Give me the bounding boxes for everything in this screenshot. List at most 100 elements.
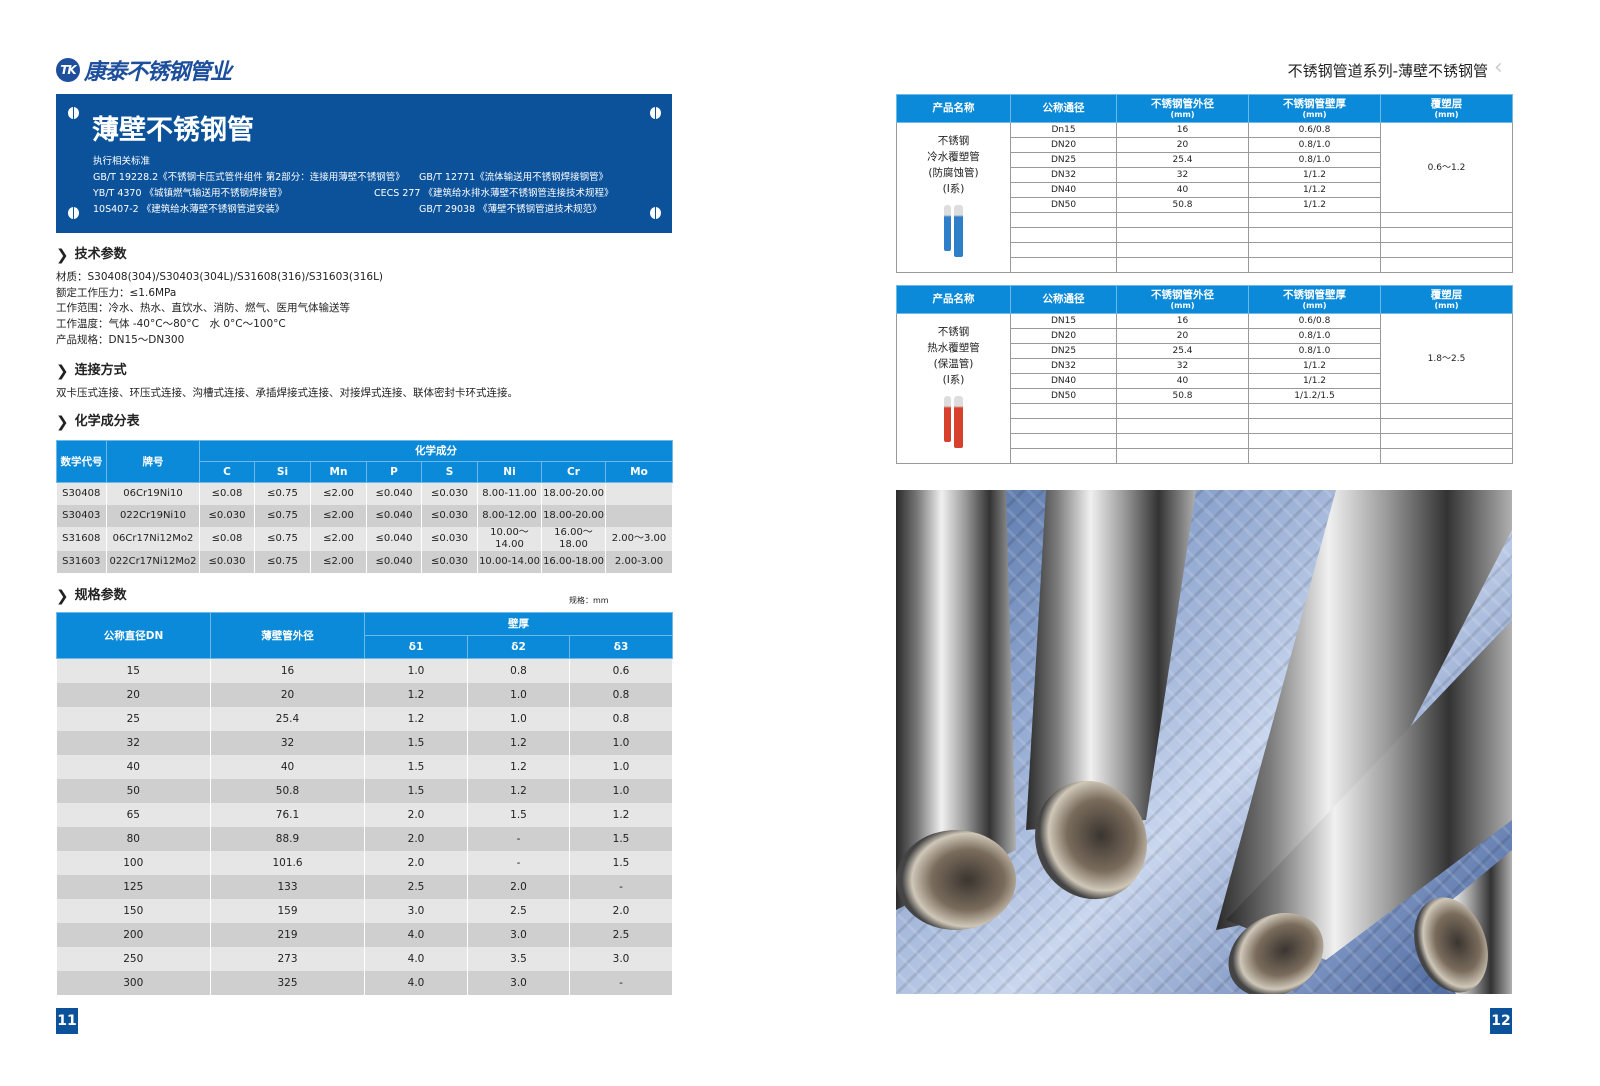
table-cell: - [569, 970, 674, 995]
table-cell: 3.0 [467, 970, 570, 995]
chevron-left-icon: ‹ [1494, 55, 1503, 80]
col-header: 公称通径 [1010, 94, 1117, 123]
standard-item: GB/T 12771《流体输送用不锈钢焊接钢管》 [419, 172, 609, 183]
col-header: 覆塑层 (mm) [1380, 285, 1513, 314]
chevron-right-icon: ❯ [56, 587, 69, 605]
table-row [897, 403, 1513, 419]
col-header: 化学成分 [199, 440, 673, 462]
table-cell: 1.0 [569, 778, 674, 803]
table-cell [1010, 418, 1117, 434]
table-cell: 1/1.2 [1248, 373, 1381, 389]
standard-item: CECS 277 《建筑给水排水薄壁不锈钢管连接技术规程》 [374, 188, 614, 199]
table-row: 150 159 3.0 2.5 2.0 [56, 898, 674, 923]
table-cell: 1.0 [467, 682, 570, 707]
col-header: Cr [541, 461, 606, 483]
table-cell: 133 [210, 874, 365, 899]
table-row: DN25 25.4 0.8/1.0 [897, 343, 1513, 359]
table-cell: 0.6/0.8 [1248, 122, 1381, 138]
table-cell: 0.8/1.0 [1248, 152, 1381, 168]
table-cell: 0.6/0.8 [1248, 313, 1381, 329]
table-cell: 25.4 [1116, 343, 1249, 359]
table-cell: 300 [56, 970, 211, 995]
table-cell: 0.8 [467, 658, 570, 683]
table-cell: 15 [56, 658, 211, 683]
table-cell: 65 [56, 802, 211, 827]
table-cell: DN25 [1010, 343, 1117, 359]
table-cell: 0.8/1.0 [1248, 137, 1381, 153]
table-row: 15 16 1.0 0.8 0.6 [56, 658, 674, 683]
product-name-line: 不锈钢 [937, 135, 970, 147]
table-row: 不锈钢 冷水覆塑管 (防腐蚀管) (I系) Dn15 16 0.6/0.8 0.6～1.2 [896, 122, 1513, 273]
tech-line: 工作温度：气体 -40°C～80°C 水 0°C～100°C [56, 318, 286, 331]
table-cell: 0.8/1.0 [1248, 328, 1381, 344]
table-cell [1248, 227, 1381, 243]
table-cell: ≤0.75 [254, 504, 311, 527]
spec-table: 公称直径DN 薄壁管外径 壁厚 δ1 δ2 δ3 15 16 1.0 0.8 0.6 20 20 1.… [56, 612, 674, 995]
table-cell [1248, 242, 1381, 258]
chevron-right-icon: ❯ [56, 362, 69, 380]
table-row: DN40 40 1/1.2 [897, 373, 1513, 389]
table-row: S31608 06Cr17Ni12Mo2 ≤0.08 ≤0.75 ≤2.00 ≤0.040… [56, 526, 673, 551]
table-cell: 1/1.2 [1248, 197, 1381, 213]
title-banner: 薄壁不锈钢管 执行相关标准 GB/T 19228.2《不锈钢卡压式管件组件 第2… [56, 94, 672, 233]
brand-logo: TK 康泰不锈钢管业 [56, 54, 232, 86]
hot-water-pipe-table: 产品名称 公称通径 不锈钢管外径 (mm) 不锈钢管壁厚 (mm) 覆塑层 (mm) 不锈钢 热水… [896, 285, 1513, 464]
table-cell: 32 [1116, 358, 1249, 374]
table-cell: 16 [1116, 313, 1249, 329]
table-cell: 2.0 [364, 826, 468, 851]
col-header: Ni [477, 461, 542, 483]
table-cell: Dn15 [1010, 122, 1117, 138]
pipe-sample-icon [944, 396, 963, 448]
table-row: 200 219 4.0 3.0 2.5 [56, 922, 674, 947]
table-cell: 16 [210, 658, 365, 683]
pipe-sample-icon [944, 205, 963, 257]
table-cell: - [467, 826, 570, 851]
col-header: 不锈钢管壁厚 (mm) [1248, 285, 1381, 314]
table-cell: 50 [56, 778, 211, 803]
product-name-line: 冷水覆塑管 [927, 151, 980, 163]
spec-heading: ❯ 规格参数 [56, 587, 127, 605]
table-cell: DN32 [1010, 167, 1117, 183]
table-cell: 100 [56, 850, 211, 875]
table-cell: 80 [56, 826, 211, 851]
table-cell: 50.8 [1116, 197, 1249, 213]
table-cell: 1/1.2/1.5 [1248, 388, 1381, 404]
table-cell: 25 [56, 706, 211, 731]
header-unit: (mm) [1434, 109, 1459, 119]
chevron-right-icon: ❯ [56, 413, 69, 431]
table-cell: 0.8 [569, 706, 674, 731]
table-cell: 1/1.2 [1248, 358, 1381, 374]
chevron-right-icon: ❯ [56, 246, 69, 264]
table-cell [1248, 448, 1381, 464]
header-label: 公称通径 [1042, 102, 1085, 114]
table-cell: 88.9 [210, 826, 365, 851]
table-cell: 1.5 [569, 826, 674, 851]
table-cell: ≤2.00 [310, 550, 367, 573]
table-cell: ≤0.030 [199, 550, 255, 573]
table-cell [605, 504, 673, 527]
table-cell: 2.5 [569, 922, 674, 947]
table-cell: ≤0.75 [254, 526, 311, 551]
table-cell [1116, 212, 1249, 228]
table-cell: 2.0 [364, 850, 468, 875]
table-cell [1116, 433, 1249, 449]
table-cell: 325 [210, 970, 365, 995]
table-cell: ≤0.040 [366, 526, 422, 551]
col-header: δ2 [467, 635, 570, 659]
table-cell: 2.5 [364, 874, 468, 899]
col-header: 不锈钢管外径 (mm) [1116, 285, 1249, 314]
table-cell [1248, 257, 1381, 273]
product-name-line: (防腐蚀管) [928, 167, 979, 179]
table-cell: 10.00～14.00 [477, 526, 542, 551]
pipe-icon [944, 205, 951, 251]
connection-text: 双卡压式连接、环压式连接、沟槽式连接、承插焊接式连接、对接焊式连接、联体密封卡环… [56, 387, 518, 399]
table-cell: 32 [1116, 167, 1249, 183]
table-row: 125 133 2.5 2.0- [56, 874, 674, 899]
table-row: DN50 50.8 1/1.2 [897, 197, 1513, 213]
table-row: 20 20 1.2 1.0 0.8 [56, 682, 674, 707]
tech-line: 产品规格：DN15～DN300 [56, 333, 185, 346]
header-label: 公称通径 [1042, 293, 1085, 305]
table-cell: 1.0 [569, 730, 674, 755]
table-cell [1380, 418, 1513, 434]
table-cell: 219 [210, 922, 365, 947]
